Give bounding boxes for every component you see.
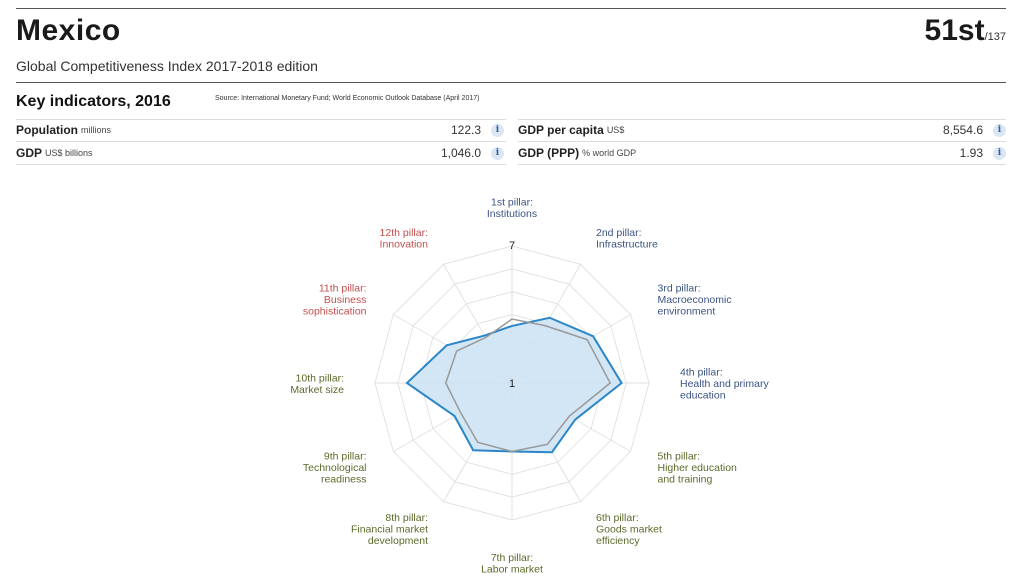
pillar-label-line: environment	[657, 306, 715, 318]
edition-subtitle: Global Competitiveness Index 2017-2018 e…	[16, 58, 318, 74]
info-icon[interactable]: i	[993, 123, 1006, 137]
pillar-label-line: Market size	[290, 384, 344, 396]
rank-value: 51st	[924, 14, 985, 47]
pillar-label: 12th pillar: Innovation	[380, 227, 429, 251]
divider	[16, 119, 506, 120]
pillar-label: 10th pillar: Market size	[290, 372, 344, 396]
pillar-label-line: efficiency	[596, 535, 640, 547]
indicator-gdp: GDP US$ billions 1,046.0 i	[16, 142, 504, 164]
pillar-label-line: 12th pillar:	[380, 227, 428, 239]
divider	[518, 119, 1006, 120]
pillar-label-line: Health and primary	[680, 378, 769, 390]
info-icon[interactable]: i	[491, 123, 504, 137]
indicator-label: GDP	[16, 146, 43, 160]
indicator-value: 1.93	[959, 146, 983, 160]
indicator-label: GDP per capita	[518, 123, 604, 137]
pillar-label-line: 10th pillar:	[296, 372, 344, 384]
pillar-label-line: 6th pillar:	[596, 512, 639, 524]
pillar-label-line: Financial market	[351, 523, 428, 535]
indicator-label: Population	[16, 123, 78, 137]
pillar-label: 5th pillar: Higher education and training	[657, 451, 737, 486]
source-note: Source: International Monetary Fund; Wor…	[215, 95, 480, 102]
pillar-label-line: 8th pillar:	[385, 512, 428, 524]
pillar-label-line: Goods market	[596, 523, 662, 535]
divider	[518, 141, 1006, 142]
pillar-label-line: readiness	[321, 474, 367, 486]
indicator-unit: US$	[606, 125, 625, 135]
overall-rank: 51st/137	[925, 14, 1006, 48]
indicator-gdp-ppp: GDP (PPP) % world GDP 1.93 i	[518, 142, 1006, 164]
axis-min-label: 1	[509, 378, 515, 390]
pillar-label: 11th pillar: Business sophistication	[303, 283, 367, 318]
pillar-label-line: sophistication	[303, 306, 367, 318]
axis-max-label: 7	[509, 240, 515, 252]
pillar-label-line: Macroeconomic	[657, 294, 731, 306]
indicator-unit: % world GDP	[582, 148, 637, 158]
pillar-label-line: 5th pillar:	[657, 451, 700, 463]
pillar-label-line: Institutions	[487, 208, 537, 220]
pillar-label: 8th pillar: Financial market development	[351, 512, 428, 547]
indicator-value: 8,554.6	[942, 123, 983, 137]
pillar-label: 4th pillar: Health and primary education	[680, 367, 769, 402]
header-rule	[16, 82, 1006, 83]
pillar-label: 3rd pillar: Macroeconomic environment	[657, 283, 731, 318]
key-indicators-title: Key indicators, 2016	[16, 93, 171, 110]
series-comparison-line	[444, 318, 612, 453]
divider	[518, 164, 1006, 165]
pillar-label: 9th pillar: Technological readiness	[303, 451, 367, 486]
pillar-label: 1st pillar: Institutions	[487, 197, 537, 221]
indicator-value: 1,046.0	[440, 146, 481, 160]
pillar-label-line: education	[680, 390, 726, 402]
pillar-label-line: Technological	[303, 462, 367, 474]
indicator-gdp-per-capita: GDP per capita US$ 8,554.6 i	[518, 119, 1006, 141]
info-icon[interactable]: i	[993, 146, 1006, 160]
pillar-label-line: 4th pillar:	[680, 367, 723, 379]
indicator-population: Population millions 122.3 i	[16, 119, 504, 141]
pillar-label-line: 9th pillar:	[324, 451, 367, 463]
indicator-label: GDP (PPP)	[518, 146, 580, 160]
pillar-label: 6th pillar: Goods market efficiency	[596, 512, 662, 547]
info-icon[interactable]: i	[491, 146, 504, 160]
pillar-label-line: 1st pillar:	[491, 197, 533, 209]
pillar-label-line: Infrastructure	[596, 238, 658, 250]
pillar-label-line: Labor market	[481, 564, 543, 576]
pillar-label-line: development	[368, 535, 428, 547]
indicator-unit: millions	[81, 125, 112, 135]
country-name: Mexico	[16, 14, 121, 47]
divider	[16, 141, 506, 142]
pillar-label-line: 2nd pillar:	[596, 227, 642, 239]
pillar-label-line: Business	[324, 294, 367, 306]
top-rule	[16, 8, 1006, 9]
pillar-label-line: 11th pillar:	[319, 283, 367, 295]
rank-total: /137	[984, 31, 1006, 43]
pillar-label-line: Higher education	[657, 462, 737, 474]
indicator-unit: US$ billions	[45, 148, 93, 158]
pillar-label-line: 3rd pillar:	[657, 283, 700, 295]
pillar-label-line: and training	[657, 474, 712, 486]
pillar-label-line: 7th pillar:	[491, 552, 534, 564]
pillar-label-line: Innovation	[380, 238, 429, 250]
divider	[16, 164, 506, 165]
indicator-value: 122.3	[450, 123, 481, 137]
pillar-label: 2nd pillar: Infrastructure	[596, 227, 658, 251]
